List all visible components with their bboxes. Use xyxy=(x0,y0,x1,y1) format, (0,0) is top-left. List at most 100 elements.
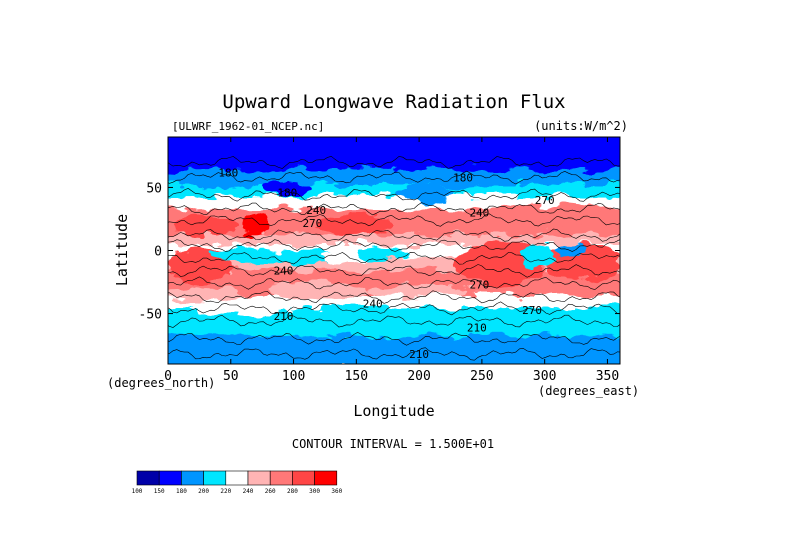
colorbar-level-label: 200 xyxy=(198,488,209,495)
colorbar: 100 150 180 200 220 240 260 280 300 360 xyxy=(132,470,343,495)
contour-label: 240 xyxy=(469,207,489,220)
heatmap-feature xyxy=(240,215,271,236)
contour-label: 270 xyxy=(469,279,489,292)
heatmap-feature xyxy=(368,284,470,298)
colorbar-level-label: 360 xyxy=(331,488,342,495)
heatmap-feature xyxy=(356,246,407,260)
heatmap-feature xyxy=(268,283,369,299)
contour-label: 210 xyxy=(274,310,294,323)
contour-line xyxy=(168,314,620,328)
contour-line xyxy=(168,239,620,253)
contour-line xyxy=(168,188,620,202)
contour-label: 240 xyxy=(363,297,383,310)
contour-label: 180 xyxy=(218,166,238,179)
heatmap-feature xyxy=(400,183,451,204)
x-tick-label: 0 xyxy=(164,369,172,384)
contour-line xyxy=(168,290,620,304)
contour-label: 270 xyxy=(302,217,322,230)
colorbar-level-label: 300 xyxy=(309,488,320,495)
colorbar-swatch xyxy=(225,470,249,486)
heatmap-feature xyxy=(174,173,263,189)
contour-line xyxy=(168,251,620,265)
colorbar-level-label: 240 xyxy=(243,488,254,495)
contour-lines xyxy=(168,155,620,361)
colorbar-swatch xyxy=(203,470,227,486)
heatmap-feature xyxy=(523,244,554,270)
contour-line xyxy=(168,332,620,346)
x-tick-label: 50 xyxy=(223,369,239,384)
heatmap-feature xyxy=(406,246,457,260)
colorbar-swatch xyxy=(314,470,338,486)
heatmap-feature xyxy=(532,152,620,173)
colorbar-level-label: 180 xyxy=(176,488,187,495)
heatmap-feature xyxy=(255,144,382,160)
heatmap-feature xyxy=(321,250,367,264)
colorbar-swatch xyxy=(158,470,182,486)
contour-line xyxy=(168,301,620,316)
heatmap-feature xyxy=(262,179,313,196)
contour-label: 270 xyxy=(522,304,542,317)
colorbar-swatch xyxy=(247,470,271,486)
contour-line xyxy=(168,202,620,216)
chart-title: Upward Longwave Radiation Flux xyxy=(222,91,565,113)
colorbar-swatch xyxy=(136,470,160,486)
colorbar-level-label: 280 xyxy=(287,488,298,495)
contour-label: 180 xyxy=(277,186,297,199)
colorbar-level-label: 260 xyxy=(265,488,276,495)
heatmap-feature xyxy=(525,275,589,296)
heatmap-feature xyxy=(274,249,338,265)
contour-label: 240 xyxy=(306,204,326,217)
y-axis-title: Latitude xyxy=(113,214,131,286)
heatmap-feature xyxy=(193,303,294,317)
y-tick-label: -50 xyxy=(139,308,162,323)
contour-line xyxy=(168,347,620,361)
source-file-label: [ULWRF_1962-01_NCEP.nc] xyxy=(172,120,324,133)
heatmap-feature xyxy=(168,287,244,303)
y-axis: -50 0 50 xyxy=(139,181,620,323)
x-unit-note: (degrees_east) xyxy=(538,384,639,398)
contour-line xyxy=(168,264,620,278)
colorbar-level-label: 150 xyxy=(154,488,165,495)
colorbar-swatch xyxy=(292,470,315,486)
contour-label: 180 xyxy=(453,171,473,184)
contour-interval-label: CONTOUR INTERVAL = 1.500E+01 xyxy=(292,437,494,451)
x-axis-title: Longitude xyxy=(353,402,434,420)
heatmap-feature xyxy=(174,213,238,237)
heatmap-feature xyxy=(431,173,495,189)
y-tick-label: 50 xyxy=(146,181,162,196)
colorbar-swatch xyxy=(181,470,204,486)
contour-line xyxy=(168,228,620,242)
x-tick-label: 350 xyxy=(596,369,619,384)
heatmap-feature xyxy=(406,147,507,165)
units-label: (units:W/m^2) xyxy=(534,119,628,133)
colorbar-level-label: 220 xyxy=(220,488,231,495)
contour-line xyxy=(168,276,620,290)
heatmap-feature xyxy=(544,245,620,281)
heatmap-feature xyxy=(208,247,279,264)
contour-label: 210 xyxy=(467,321,487,334)
heatmap-band xyxy=(168,335,620,364)
y-tick-label: 0 xyxy=(154,245,162,260)
x-tick-label: 150 xyxy=(345,369,368,384)
colorbar-level-label: 100 xyxy=(132,488,143,495)
contour-line xyxy=(168,155,620,169)
heatmap-feature xyxy=(538,169,602,185)
contour-label: 270 xyxy=(535,194,555,207)
x-tick-label: 250 xyxy=(470,369,493,384)
x-tick-label: 200 xyxy=(407,369,430,384)
x-tick-label: 300 xyxy=(533,369,556,384)
contour-label: 240 xyxy=(274,265,294,278)
heatmap-feature xyxy=(481,205,608,226)
heatmap-feature xyxy=(168,149,269,170)
contour-line xyxy=(168,170,620,185)
heatmap-feature xyxy=(318,215,395,236)
x-tick-label: 100 xyxy=(282,369,305,384)
contour-label: 210 xyxy=(409,348,429,361)
y-unit-note: (degrees_north) xyxy=(107,376,215,390)
contour-line xyxy=(168,213,620,227)
x-axis: 0 50 100 150 200 250 300 350 xyxy=(164,137,619,384)
colorbar-swatch xyxy=(269,470,293,486)
